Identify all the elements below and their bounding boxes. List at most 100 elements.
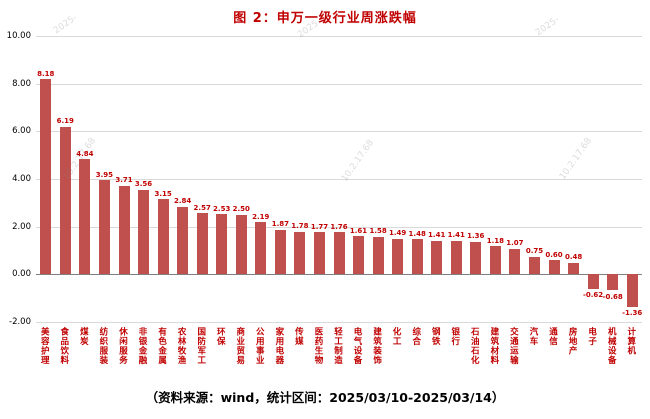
bar	[333, 232, 345, 275]
bar	[509, 248, 521, 275]
bar	[372, 236, 384, 275]
category-label: 轻工制造	[332, 327, 343, 365]
bar-value-label: 6.19	[56, 117, 74, 126]
bar	[568, 262, 580, 275]
y-axis-tick-label: 0.00	[12, 269, 31, 280]
bar-value-label: 1.78	[291, 222, 309, 231]
y-axis-tick-label: 4.00	[12, 174, 31, 184]
watermark-text: 2025-	[534, 14, 562, 39]
category-label: 商业贸易	[234, 327, 245, 365]
y-axis-tick-label: 6.00	[12, 126, 31, 137]
bar-value-label: 1.61	[349, 226, 368, 235]
zero-axis-line	[36, 274, 642, 276]
bar	[216, 214, 228, 275]
category-label: 综合	[410, 327, 421, 346]
y-axis-tick-label: 8.00	[12, 78, 31, 89]
bar	[587, 274, 599, 290]
bar	[157, 199, 169, 275]
category-label: 美容护理	[39, 327, 50, 365]
bar	[411, 239, 423, 275]
bar	[79, 159, 91, 275]
category-label: 环保	[215, 327, 226, 346]
y-axis-tick-label: 10.00	[6, 31, 31, 41]
source-note: （资料来源：wind，统计区间：2025/03/10-2025/03/14）	[145, 390, 505, 405]
category-label: 传媒	[293, 327, 304, 346]
bar	[353, 236, 364, 275]
bar-value-label: 8.18	[37, 69, 55, 78]
bar	[607, 274, 619, 291]
bar	[294, 231, 306, 275]
category-label: 医药生物	[313, 327, 323, 365]
bar	[196, 213, 208, 275]
bar-value-label: 2.50	[232, 205, 250, 214]
bar	[431, 240, 443, 275]
bar	[470, 241, 482, 275]
category-label: 交通运输	[508, 327, 519, 365]
category-label: 银行	[449, 327, 460, 346]
bar	[626, 274, 638, 307]
bar-value-label: 0.75	[525, 247, 544, 255]
bar	[118, 185, 130, 275]
bar-value-label: 1.07	[506, 239, 524, 248]
bar	[138, 189, 149, 275]
bar-value-label: 1.49	[388, 229, 407, 238]
bar-value-label: 1.58	[369, 227, 387, 236]
category-label: 家用电器	[273, 327, 284, 365]
gridline	[36, 131, 642, 133]
category-label: 休闲服务	[117, 327, 128, 365]
bar-value-label: 0.60	[545, 250, 563, 259]
category-label: 房地产	[567, 327, 578, 356]
bar	[450, 240, 462, 275]
bar-value-label: 1.48	[408, 229, 426, 238]
bar-value-label: 3.15	[154, 189, 172, 198]
category-label: 机械设备	[606, 327, 617, 365]
watermark-text: 2025-	[52, 12, 80, 37]
category-label: 非银金融	[137, 327, 147, 365]
category-label: 钢铁	[430, 327, 441, 346]
bar-value-label: -1.36	[622, 308, 643, 317]
category-label: 化工	[391, 327, 402, 346]
bar-value-label: 0.48	[564, 253, 583, 262]
bar-value-label: 2.53	[213, 204, 231, 213]
watermark-text: 10.2.17.68	[558, 136, 595, 182]
bar-value-label: 1.41	[428, 231, 446, 240]
category-label: 国防军工	[195, 327, 206, 365]
category-label: 纺织服装	[97, 327, 108, 365]
category-label: 石油石化	[469, 327, 480, 365]
category-label: 农林牧渔	[176, 327, 187, 365]
category-label: 煤炭	[78, 327, 89, 346]
bar-value-label: 2.19	[252, 212, 270, 221]
category-label: 建筑材料	[488, 327, 499, 365]
bar	[274, 229, 286, 275]
bar	[548, 260, 560, 275]
bar	[59, 126, 71, 275]
bar-value-label: 2.84	[173, 197, 192, 206]
gridline	[36, 83, 642, 85]
gridline	[36, 36, 642, 37]
bar	[40, 79, 52, 275]
bar	[392, 238, 404, 275]
bar-value-label: 1.18	[486, 236, 505, 245]
bar	[489, 246, 501, 275]
category-label: 汽车	[528, 327, 538, 346]
bar-value-label: 1.77	[310, 222, 329, 231]
watermark-text: 10.2.17.68	[340, 138, 377, 184]
bar	[314, 232, 325, 275]
gridline	[36, 179, 642, 180]
category-label: 建筑装饰	[371, 327, 382, 365]
bar-value-label: 3.71	[115, 176, 133, 185]
category-label: 公用事业	[254, 327, 265, 365]
category-label: 有色金属	[156, 327, 167, 365]
bar	[255, 222, 267, 275]
bar-value-label: 4.84	[76, 149, 94, 158]
bar	[235, 214, 247, 275]
bar-value-label: -0.62	[583, 291, 604, 300]
bar-value-label: -0.68	[602, 292, 623, 301]
category-label: 通信	[547, 327, 558, 346]
gridline	[36, 226, 642, 228]
bar-value-label: 2.57	[193, 203, 211, 212]
bar-value-label: 3.56	[134, 180, 153, 188]
bar	[177, 206, 189, 275]
